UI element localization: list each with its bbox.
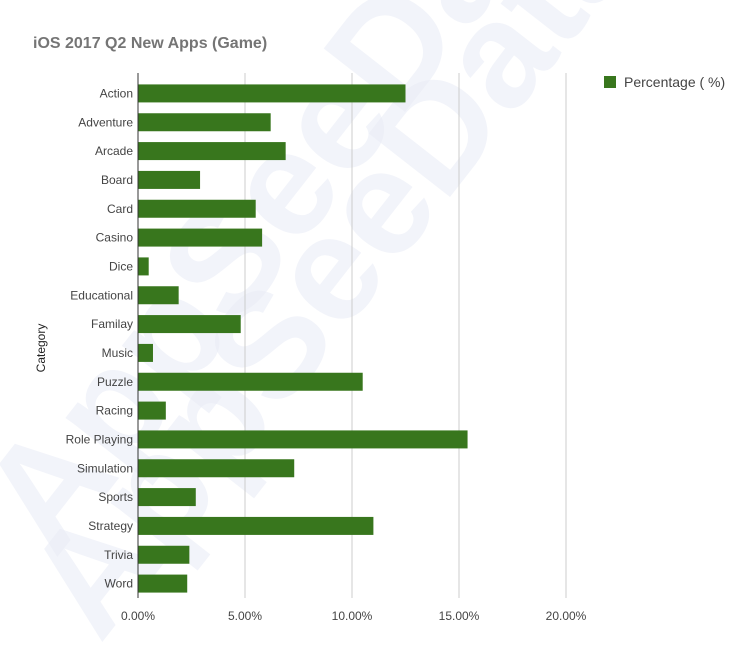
category-label: Adventure: [78, 115, 133, 129]
bar: [138, 84, 406, 103]
category-label: Racing: [96, 404, 133, 418]
category-label: Role Playing: [66, 432, 133, 446]
x-tick-label: 20.00%: [546, 609, 587, 623]
bar: [138, 574, 188, 593]
category-label: Arcade: [95, 144, 133, 158]
x-tick-label: 0.00%: [121, 609, 155, 623]
category-label: Board: [101, 173, 133, 187]
category-label: Action: [100, 86, 133, 100]
category-label: Simulation: [77, 461, 133, 475]
bar: [138, 286, 179, 305]
category-label: Educational: [70, 288, 133, 302]
bar: [138, 113, 271, 132]
bar: [138, 228, 263, 247]
bar: [138, 488, 196, 507]
legend: Percentage ( %): [604, 74, 725, 90]
category-label: Card: [107, 202, 133, 216]
legend-swatch: [604, 76, 616, 88]
x-tick-labels: 0.00% 5.00% 10.00% 15.00% 20.00%: [121, 609, 587, 623]
chart-title: iOS 2017 Q2 New Apps (Game): [33, 35, 267, 52]
gridlines: [244, 73, 567, 598]
bar: [138, 257, 149, 276]
category-label: Sports: [98, 490, 133, 504]
category-label: Music: [102, 346, 133, 360]
bar: [138, 170, 201, 189]
category-label: Trivia: [104, 548, 133, 562]
bars: [138, 84, 468, 593]
bar: [138, 372, 363, 391]
bar: [138, 459, 295, 478]
x-tick-label: 5.00%: [228, 609, 262, 623]
bar: [138, 142, 286, 161]
bar: [138, 199, 256, 218]
bar: [138, 401, 166, 420]
x-tick-label: 10.00%: [332, 609, 373, 623]
bar: [138, 315, 241, 334]
category-label: Familay: [91, 317, 133, 331]
category-label: Puzzle: [97, 375, 133, 389]
bar: [138, 430, 468, 449]
bar: [138, 545, 190, 564]
category-label: Casino: [96, 231, 134, 245]
bar: [138, 516, 374, 535]
category-label: Word: [105, 577, 133, 591]
y-axis-title: Category: [34, 324, 48, 373]
bar: [138, 343, 153, 362]
category-labels: Action Adventure Arcade Board Card Casino Dice…: [66, 86, 134, 590]
category-label: Strategy: [88, 519, 133, 533]
x-tick-label: 15.00%: [439, 609, 480, 623]
legend-label: Percentage ( %): [624, 74, 725, 90]
category-label: Dice: [109, 259, 133, 273]
